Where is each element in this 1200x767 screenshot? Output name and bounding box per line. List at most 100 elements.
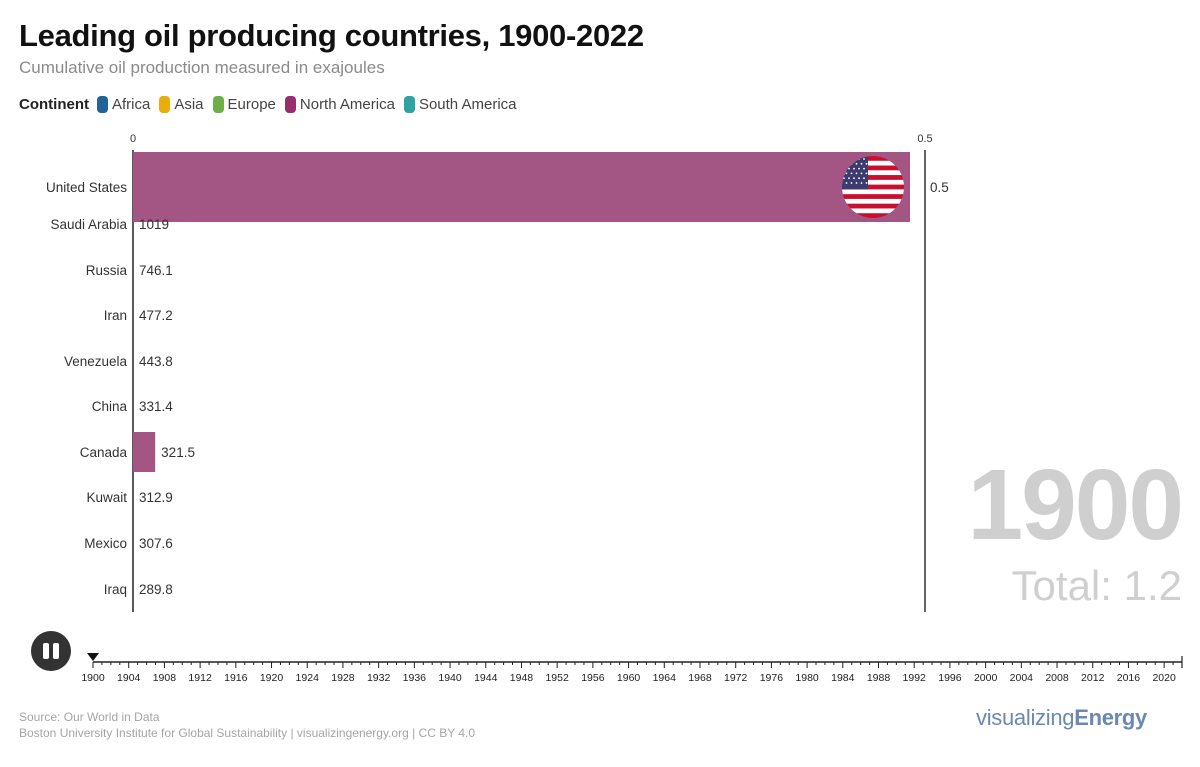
flag-star [863,177,865,180]
legend-swatch [284,96,296,113]
timeline-label[interactable]: 1976 [760,672,784,684]
value-label: 443.8 [139,354,173,369]
flag-stripe [842,165,904,171]
flag-star [855,162,858,165]
flag-star [843,177,845,180]
legend-swatch [96,96,108,113]
timeline-label[interactable]: 1932 [367,672,391,684]
flag-stripe [842,156,904,162]
legend-swatch [403,96,415,113]
flag-star [855,172,858,175]
brand-light: visualizing [976,705,1075,730]
timeline-label[interactable]: 2012 [1081,672,1105,684]
flag-stripe [842,160,904,166]
pause-icon [53,643,59,659]
timeline-label[interactable]: 1944 [474,672,498,684]
timeline-axis[interactable]: 1900 1904 1908 1912 1916 1920 1924 1928 1932 1936… [81,653,1183,684]
timeline-label[interactable]: 1956 [581,672,605,684]
timeline-label[interactable]: 1984 [831,672,855,684]
current-year: 1900 [967,449,1184,561]
timeline-label[interactable]: 1920 [260,672,284,684]
flag-stripe [842,179,904,185]
value-label: 331.4 [139,399,173,414]
timeline-label[interactable]: 1980 [795,672,819,684]
legend-item-europe[interactable]: Europe [212,96,276,113]
legend-item-africa[interactable]: Africa [96,96,151,113]
value-label: 312.9 [139,490,173,505]
flag-star [863,167,865,170]
legend-item-south-america[interactable]: South America [403,96,517,113]
flag-star [865,172,868,175]
timeline-label[interactable]: 2016 [1117,672,1141,684]
timeline-label[interactable]: 1904 [117,672,141,684]
legend-label: North America [299,96,395,113]
timeline-label[interactable]: 1924 [296,672,320,684]
country-label: Iran [104,308,127,323]
timeline-label[interactable]: 1972 [724,672,748,684]
flag-star [860,182,863,184]
timeline-label[interactable]: 1992 [903,672,927,684]
credit-text: Boston University Institute for Global S… [19,726,476,740]
country-label: Venezuela [64,354,128,369]
legend-title: Continent [19,96,89,113]
brand-bold: Energy [1074,705,1147,730]
timeline-label[interactable]: 1952 [545,672,569,684]
flag-stripe [842,198,904,204]
chart-subtitle: Cumulative oil production measured in ex… [19,58,385,77]
footer: Source: Our World in Data Boston Univers… [19,709,475,741]
timeline-label[interactable]: 1908 [153,672,177,684]
timeline-label[interactable]: 1936 [403,672,427,684]
timeline-label[interactable]: 2000 [974,672,998,684]
timeline-label[interactable]: 1916 [224,672,248,684]
flag-star [853,167,855,170]
timeline-label[interactable]: 1900 [81,672,105,684]
flag-star [848,177,850,180]
timeline-label[interactable]: 1988 [867,672,891,684]
country-label: Mexico [84,536,127,551]
flag-star [865,182,868,184]
timeline-marker-icon[interactable] [87,653,99,661]
flag-stripe [842,203,904,209]
country-label: Russia [86,263,128,278]
flag-stripe [842,170,904,176]
bar-canada[interactable] [133,432,156,472]
timeline-label[interactable]: 1968 [688,672,712,684]
legend: Continent Africa Asia Europe North Ameri… [19,96,526,113]
timeline-label[interactable]: 1960 [617,672,641,684]
brand-logo[interactable]: visualizingEnergy [976,705,1147,731]
flag-star [860,172,863,175]
timeline-label[interactable]: 1928 [331,672,355,684]
flag-star [858,177,860,180]
legend-label: South America [418,96,517,113]
timeline-label[interactable]: 1940 [438,672,462,684]
country-label: Canada [80,445,128,460]
flag-star [853,177,855,180]
timeline-label[interactable]: 1948 [510,672,534,684]
timeline-label[interactable]: 1912 [188,672,212,684]
legend-swatch [159,96,171,113]
value-label: 1019 [139,217,169,232]
country-label: Saudi Arabia [50,217,127,232]
flag-star [850,182,853,184]
pause-button[interactable] [31,631,71,671]
flag-star [850,172,853,175]
country-label: China [92,399,128,414]
flag-stripe [842,175,904,181]
legend-item-asia[interactable]: Asia [159,96,204,113]
flag-star [858,167,860,170]
timeline-label[interactable]: 2020 [1152,672,1176,684]
timeline-label[interactable]: 1964 [653,672,677,684]
flag-stripe [842,208,904,214]
legend-label: Asia [174,96,204,113]
timeline-label[interactable]: 1996 [938,672,962,684]
total-value: Total: 1.2 [1011,562,1182,609]
legend-label: Africa [111,96,151,113]
value-label: 0.5 [930,180,949,195]
timeline-label[interactable]: 2004 [1010,672,1034,684]
bar-united-states[interactable] [133,152,910,222]
flag-star [863,158,865,160]
flag-star [848,167,850,170]
legend-item-north-america[interactable]: North America [284,96,395,113]
timeline-label[interactable]: 2008 [1045,672,1069,684]
